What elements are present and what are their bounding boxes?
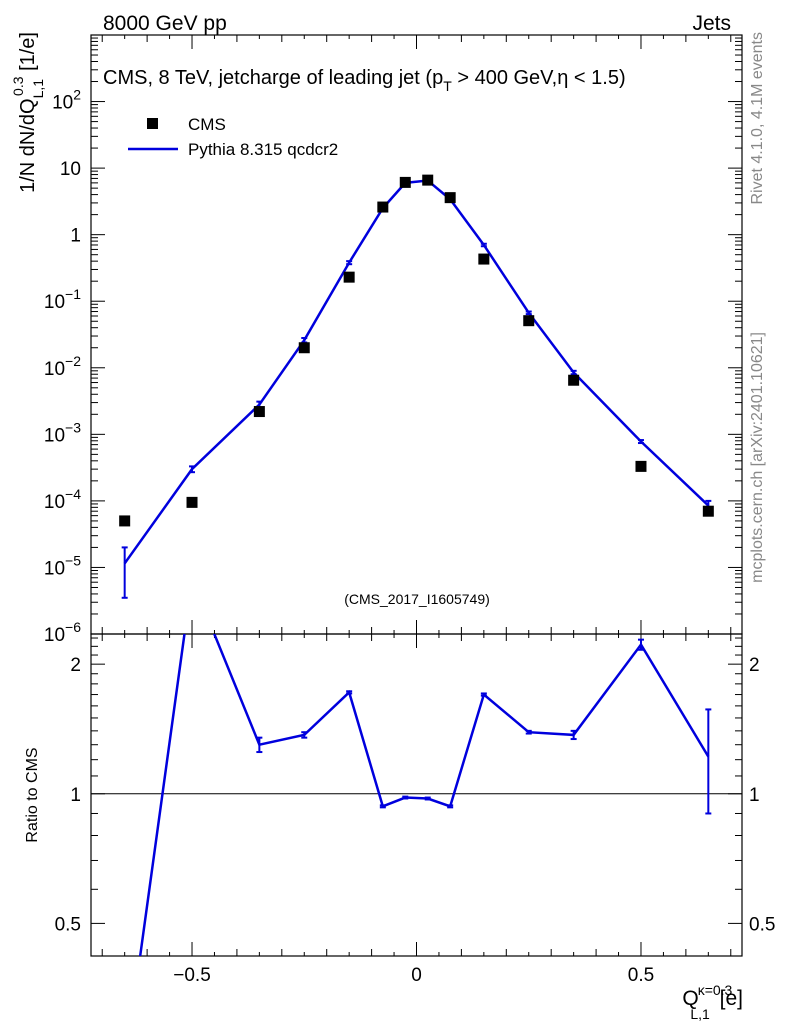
main-y-tick-label: 10 [60,159,81,180]
x-tick-label: 0.5 [628,965,654,986]
main-y-tick-label: 10−5 [44,552,81,579]
main-y-tick-label: 1 [70,226,81,247]
cms-data-point [377,201,389,213]
cms-data-point [422,174,434,186]
cms-data-point [119,515,131,527]
x-tick-label: −0.5 [173,965,211,986]
ratio-y-tick-label-left: 2 [70,655,81,676]
header-left: 8000 GeV pp [103,12,227,35]
cms-data-point [399,176,411,188]
analysis-watermark: (CMS_2017_I1605749) [344,591,490,607]
legend-cms-marker [147,118,158,129]
main-y-tick-label: 10−3 [44,419,81,446]
cms-data-point [635,460,647,472]
cms-data-point [568,374,580,386]
main-y-axis-label: 1/N dN/dQL,10.3 [1/e] [10,32,46,193]
main-y-tick-label: 10−2 [44,353,81,380]
pythia-series [121,179,712,599]
x-tick-label: 0 [411,965,422,986]
ratio-y-tick-label-right: 0.5 [749,914,775,935]
ratio-y-axis-label: Ratio to CMS [24,747,41,842]
legend: CMS Pythia 8.315 qcdcr2 [128,115,338,159]
mcplots-label: mcplots.cern.ch [arXiv:2401.10621] [749,332,766,583]
x-tick-labels: −0.5 0 0.5 [173,965,654,986]
pythia-line [123,179,710,565]
main-y-tick-label: 10−6 [44,619,81,646]
ratio-panel-frame [90,633,743,957]
ratio-y-tick-label-left: 1 [70,785,81,806]
cms-data-point [343,271,355,283]
ratio-series [138,634,712,956]
rivet-label: Rivet 4.1.0, 4.1M events [749,32,766,205]
cms-data-point [523,315,535,327]
chart-title: CMS, 8 TeV, jetcharge of leading jet (pT… [103,67,626,94]
header-right: Jets [692,12,731,35]
main-y-tick-label: 10−1 [44,286,81,313]
ratio-y-tick-label-left: 0.5 [55,914,81,935]
ratio-y-tick-label-right: 1 [749,785,760,806]
legend-cms-label: CMS [188,115,226,134]
cms-data-point [186,496,198,508]
x-axis-label: Qκ=0.3 L,1 [e] [682,982,743,1022]
main-y-tick-labels: 10−6 10−5 10−4 10−3 10−2 10−1 1 10 102 [44,87,81,646]
main-y-tick-label: 10−4 [44,486,81,513]
main-ticks [91,35,742,635]
ratio-y-tick-labels: 0.5 0.5 1 1 2 2 [55,655,776,935]
cms-series [119,174,714,527]
cms-data-point [298,342,310,354]
cms-data-point [478,253,490,265]
legend-pythia-label: Pythia 8.315 qcdcr2 [188,140,338,159]
ratio-y-tick-label-right: 2 [749,655,760,676]
cms-data-point [702,505,714,517]
cms-data-point [253,406,265,418]
main-y-tick-label: 102 [52,87,81,114]
ratio-ticks [91,634,742,956]
cms-data-point [444,192,456,204]
ratio-line [138,634,710,956]
